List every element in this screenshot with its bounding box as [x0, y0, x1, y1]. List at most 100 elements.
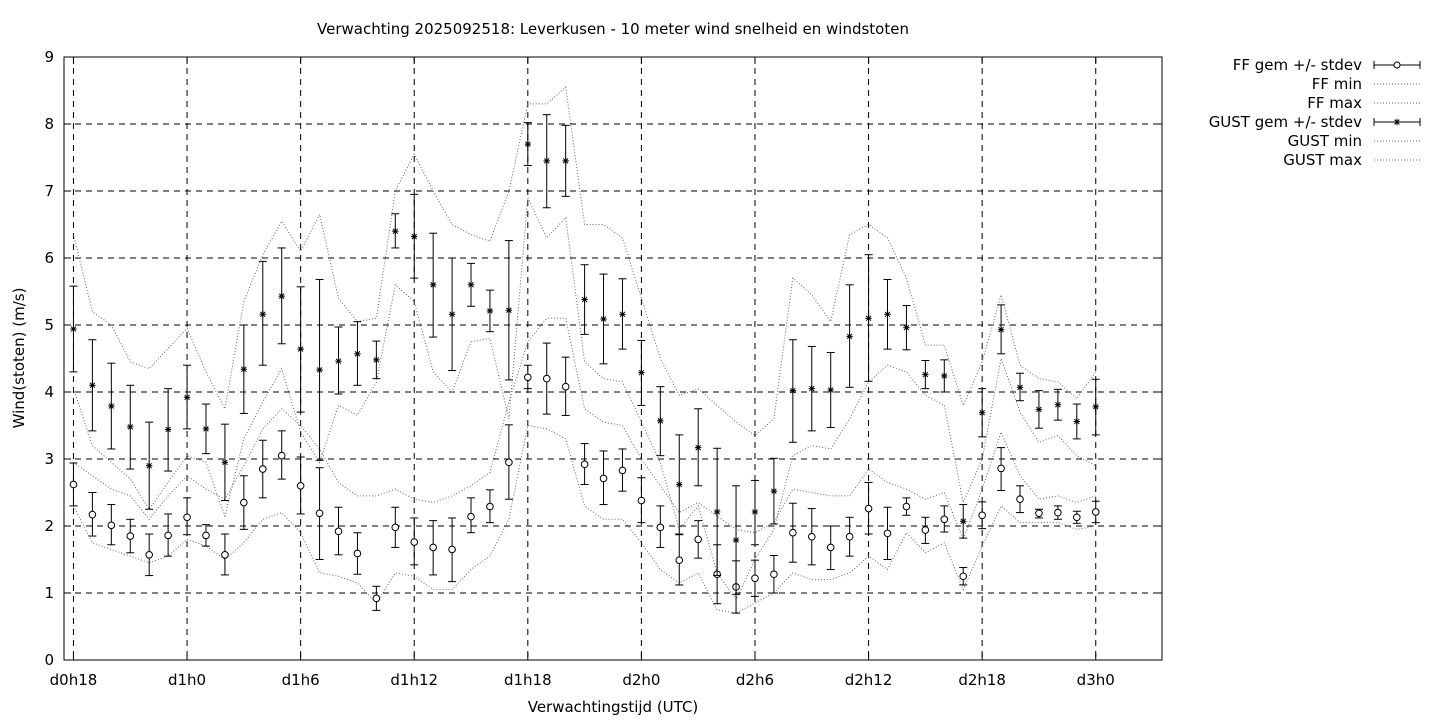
gust-point: [1092, 403, 1099, 410]
gust-point-stroke: [865, 315, 872, 322]
ff-point: [240, 498, 248, 507]
gust-point: [202, 425, 210, 433]
ff-point: [467, 512, 475, 521]
ff-point: [618, 466, 627, 475]
gust-point-stroke: [884, 311, 891, 318]
gust-point: [429, 281, 437, 288]
ff-point: [410, 538, 419, 546]
y-tick-label: 0: [44, 651, 54, 669]
gust-point-stroke: [146, 462, 152, 469]
gust-point: [846, 333, 853, 340]
ff-point: [1073, 513, 1081, 522]
gust-point-stroke: [657, 418, 664, 424]
x-tick-label: d3h0: [1077, 671, 1115, 689]
gust-point: [1073, 418, 1081, 425]
gust-point: [865, 315, 872, 322]
gust-point: [1054, 401, 1062, 408]
gust-point-stroke: [203, 426, 209, 432]
ff-point: [864, 504, 873, 513]
gust-point: [978, 409, 986, 416]
gust-point: [732, 536, 740, 544]
x-tick-label: d2h0: [622, 671, 660, 689]
legend-marker-circle: [1393, 61, 1401, 69]
gust-point-stroke: [998, 326, 1004, 333]
gust-point: [997, 326, 1005, 333]
gust-point-stroke: [1092, 403, 1099, 410]
x-tick-label: d1h18: [504, 671, 552, 689]
y-tick-label: 5: [44, 316, 54, 334]
ff-point: [505, 458, 513, 467]
series-line-ff-min: [73, 424, 1096, 614]
gust-point-stroke: [184, 394, 190, 401]
gust-point: [70, 325, 77, 333]
legend-label: GUST max: [1283, 151, 1362, 169]
gust-point: [164, 426, 172, 433]
gust-point-stroke: [619, 311, 626, 318]
gust-point: [297, 345, 304, 353]
gust-point-stroke: [1074, 418, 1080, 425]
ff-point: [826, 543, 835, 552]
ff-point: [202, 531, 210, 540]
gust-point: [676, 481, 683, 488]
gust-point-stroke: [1055, 401, 1061, 408]
gust-point: [1016, 384, 1024, 391]
ff-point: [637, 496, 646, 505]
gust-point: [543, 157, 550, 165]
gust-point-stroke: [941, 373, 948, 379]
y-tick-label: 3: [44, 450, 54, 468]
gust-point-stroke: [827, 387, 834, 393]
legend-label: FF max: [1307, 94, 1362, 112]
gust-point: [335, 357, 342, 365]
ff-point: [258, 465, 267, 473]
gust-point-stroke: [260, 311, 266, 318]
gust-point-stroke: [543, 158, 550, 164]
gust-point: [960, 518, 967, 525]
gust-point: [619, 311, 626, 318]
ff-point: [277, 451, 286, 460]
gust-point-stroke: [771, 488, 777, 494]
gust-point: [562, 157, 569, 165]
gust-point: [108, 402, 115, 410]
ff-point: [221, 551, 229, 559]
gust-point-stroke: [960, 518, 966, 525]
axis-labels: 0 1 2 3 4 5 6 7 8 9 d0h18 d1h0 d1h6 d1h12 d1h18 d2h0 d2h…: [44, 48, 1162, 689]
gust-point-stroke: [449, 311, 455, 318]
legend-label: FF gem +/- stdev: [1233, 56, 1362, 74]
gust-point-stroke: [373, 357, 380, 363]
gust-point-stroke: [922, 371, 929, 378]
legend-marker-stroke: [1394, 119, 1400, 125]
ff-point: [902, 502, 911, 511]
legend-label: FF min: [1312, 75, 1362, 93]
x-tick-label: d1h12: [390, 671, 438, 689]
plot-area-frame: [63, 56, 1163, 661]
gust-point-stroke: [638, 369, 645, 376]
gust-point: [354, 350, 361, 358]
ff-point: [921, 526, 930, 534]
ff-point: [845, 532, 854, 541]
gust-point-stroke: [89, 382, 96, 389]
gust-point: [467, 281, 475, 288]
ff-point: [675, 556, 684, 564]
gust-point: [411, 233, 418, 240]
ff-point: [296, 482, 305, 490]
gust-point-stroke: [278, 293, 285, 299]
gust-point: [1035, 406, 1043, 413]
x-tick-label: d2h6: [736, 671, 774, 689]
gust-point-stroke: [1036, 406, 1042, 413]
x-tick-label: d1h6: [282, 671, 320, 689]
gust-point: [941, 372, 948, 380]
ff-point: [353, 549, 362, 558]
ff-point: [599, 474, 608, 483]
gust-point-stroke: [222, 459, 228, 466]
y-tick-label: 8: [44, 115, 54, 133]
gust-point: [278, 292, 285, 300]
gust-point: [240, 366, 248, 373]
gust-point-stroke: [846, 333, 853, 340]
gust-point: [259, 311, 266, 318]
ff-point: [1091, 508, 1100, 516]
gust-point: [505, 307, 513, 314]
gust-point: [789, 387, 797, 394]
